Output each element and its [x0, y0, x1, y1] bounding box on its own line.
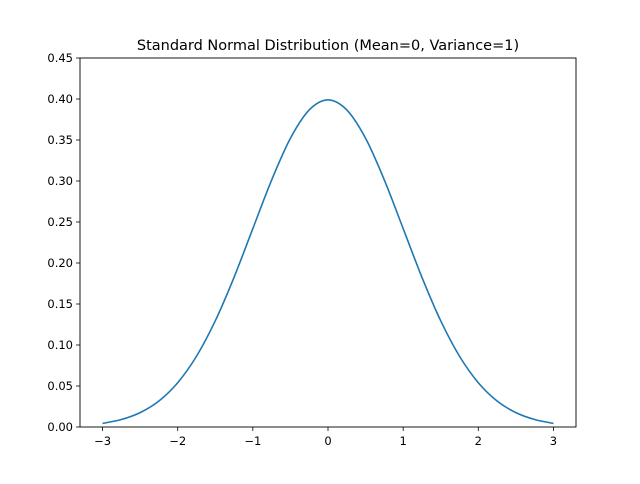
y-tick-label: 0.40 [47, 92, 73, 106]
y-tick-label: 0.30 [47, 174, 73, 188]
x-tick-label: 1 [399, 434, 406, 448]
y-tick-label: 0.25 [47, 215, 73, 229]
x-tick-label: −2 [169, 434, 186, 448]
y-tick-label: 0.35 [47, 133, 73, 147]
y-tick-label: 0.00 [47, 420, 73, 434]
x-tick-label: 3 [550, 434, 557, 448]
x-tick-label: 2 [475, 434, 482, 448]
y-tick-label: 0.45 [47, 51, 73, 65]
y-tick-label: 0.20 [47, 256, 73, 270]
axes-frame [79, 57, 577, 428]
y-tick-label: 0.10 [47, 338, 73, 352]
x-tick-label: −1 [244, 434, 261, 448]
y-tick-label: 0.15 [47, 297, 73, 311]
y-tick-label: 0.05 [47, 379, 73, 393]
chart-title: Standard Normal Distribution (Mean=0, Va… [137, 38, 519, 54]
x-tick-label: 0 [324, 434, 331, 448]
series-line-pdf [102, 99, 554, 425]
x-tick-label: −3 [94, 434, 111, 448]
